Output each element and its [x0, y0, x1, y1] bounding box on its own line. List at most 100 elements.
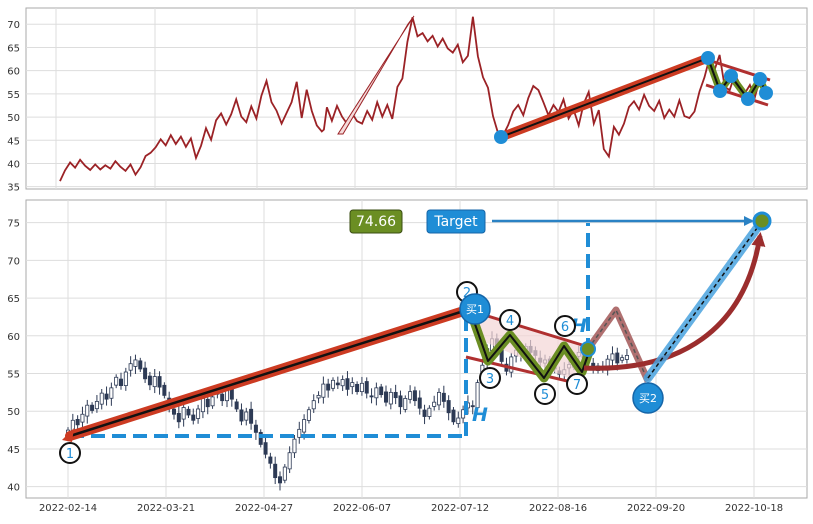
projected-zigzag — [587, 308, 649, 382]
detail-y-tick-label: 75 — [7, 219, 20, 230]
overview-rally-arrow — [337, 15, 415, 135]
buy2-marker: 买2 — [632, 382, 664, 414]
overview-y-tick-label: 50 — [7, 113, 20, 124]
candle-body — [446, 400, 451, 414]
candle-body — [393, 391, 398, 399]
point-marker-5: 5 — [534, 383, 556, 405]
candle-body — [186, 408, 191, 416]
detail-y-tick-label: 70 — [7, 256, 20, 267]
detail-y-tick-label: 50 — [7, 407, 20, 418]
detail-y-tick-label: 60 — [7, 332, 20, 343]
buy1-label: 买1 — [466, 303, 484, 316]
candle-body — [133, 359, 138, 367]
candle-body — [398, 395, 403, 408]
candle-body — [210, 396, 215, 407]
candle-body — [417, 397, 422, 409]
detail-y-axis: 40 45 50 55 60 65 70 75 — [7, 219, 20, 494]
candle-body — [253, 424, 258, 433]
candle-body — [355, 383, 360, 393]
overview-y-tick-label: 70 — [7, 20, 20, 31]
price-badge: 74.66 — [349, 209, 403, 234]
overview-panel — [25, 7, 808, 190]
price-badge-text: 74.66 — [356, 214, 396, 230]
target-dot — [752, 211, 772, 231]
candle-body — [191, 414, 196, 421]
overview-dot-5 — [741, 92, 755, 106]
candle-body — [451, 409, 456, 423]
target-badge: Target — [426, 209, 486, 234]
candle-body — [475, 382, 480, 409]
candle-body — [412, 390, 417, 402]
overview-dot-3 — [713, 84, 727, 98]
wedge-fill — [470, 310, 592, 384]
candle-body — [316, 394, 321, 399]
height-label-1: H — [472, 404, 488, 426]
candle-body — [109, 387, 114, 399]
candle-body — [278, 476, 283, 484]
candle-body — [408, 391, 413, 400]
detail-y-tick-label: 40 — [7, 483, 20, 494]
height-label-2: H — [571, 315, 587, 337]
candle-body — [200, 398, 205, 413]
detail-y-tick-label: 45 — [7, 445, 20, 456]
point-label-5: 5 — [541, 388, 549, 403]
point-label-6: 6 — [561, 320, 569, 335]
point-label-3: 3 — [486, 372, 494, 387]
candle-body — [176, 412, 181, 423]
candle-body — [311, 400, 316, 410]
candle-body — [403, 398, 408, 410]
candle-body — [172, 408, 177, 415]
candle-body — [620, 357, 625, 361]
candle-body — [80, 413, 85, 423]
candle-body — [335, 382, 340, 386]
overview-peak-dot — [701, 51, 715, 65]
candle-body — [321, 383, 326, 398]
overview-annotations — [337, 15, 773, 144]
candle-body — [470, 405, 475, 408]
overview-start-dot — [494, 130, 508, 144]
point-marker-1: 1 — [59, 442, 81, 464]
candle-body — [157, 376, 162, 388]
point-label-7: 7 — [573, 378, 581, 393]
detail-panel — [25, 199, 808, 499]
point-marker-7: 7 — [566, 373, 588, 395]
candle-body — [306, 409, 311, 421]
candle-body — [99, 392, 104, 405]
candle-body — [345, 378, 350, 390]
detail-annotations: H H 1 2 3 4 5 — [59, 209, 772, 464]
candle-body — [128, 363, 133, 371]
detail-x-tick-label: 2022-09-20 — [627, 503, 685, 514]
overview-y-tick-label: 65 — [7, 43, 20, 54]
point-label-1: 1 — [66, 447, 74, 462]
overview-y-axis: 35 40 45 50 55 60 65 70 — [7, 20, 20, 193]
candle-body — [388, 391, 393, 405]
candle-body — [244, 411, 249, 421]
detail-y-tick-label: 65 — [7, 294, 20, 305]
candle-body — [205, 398, 210, 408]
candle-body — [509, 356, 514, 373]
candle-body — [379, 386, 384, 396]
candle-body — [234, 401, 239, 410]
overview-dot-6 — [753, 72, 767, 86]
candle-body — [147, 375, 152, 386]
buy2-projection-line — [647, 223, 761, 379]
detail-x-tick-label: 2022-06-07 — [333, 503, 391, 514]
point-marker-6: 6 — [554, 315, 576, 337]
candle-body — [441, 392, 446, 402]
candle-body — [427, 407, 432, 417]
trendline-start-arrow — [62, 428, 74, 442]
candle-body — [350, 382, 355, 388]
candle-body — [374, 387, 379, 399]
candle-body — [432, 401, 437, 407]
candle-body — [119, 378, 124, 386]
candle-body — [292, 438, 297, 454]
projection-curve-arrow — [583, 232, 766, 371]
candle-body — [162, 384, 167, 396]
candle-body — [181, 407, 186, 420]
candle-body — [282, 466, 287, 481]
target-badge-text: Target — [433, 214, 478, 230]
point-marker-4: 4 — [499, 309, 521, 331]
candle-body — [268, 456, 273, 464]
